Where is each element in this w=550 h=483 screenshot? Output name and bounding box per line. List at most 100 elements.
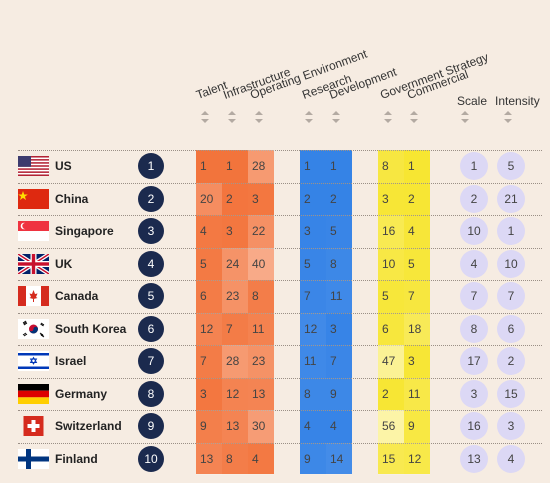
row-divider — [18, 312, 542, 314]
us-flag-icon — [18, 156, 49, 177]
talent-cell: 4 — [196, 215, 222, 248]
talent-cell: 3 — [196, 377, 222, 410]
rank-badge: 6 — [138, 315, 164, 342]
infrastructure-cell: 1 — [222, 150, 248, 183]
talent-cell: 20 — [196, 182, 222, 215]
infrastructure-cell: 2 — [222, 182, 248, 215]
intensity-pill: 2 — [497, 347, 525, 375]
sort-commercial-icon[interactable] — [410, 111, 418, 123]
intensity-pill: 15 — [497, 379, 525, 408]
government-strategy-cell: 15 — [378, 442, 404, 475]
header-intensity[interactable]: Intensity — [495, 94, 540, 108]
sort-scale-icon[interactable] — [461, 111, 469, 123]
infrastructure-cell: 13 — [222, 410, 248, 443]
rank-badge: 4 — [138, 250, 164, 277]
singapore-flag-icon — [18, 221, 49, 241]
country-name: Switzerland — [55, 419, 122, 433]
government-strategy-cell: 10 — [378, 247, 404, 280]
row-divider — [18, 345, 542, 346]
development-cell: 5 — [326, 215, 352, 248]
row-divider — [18, 150, 542, 151]
sort-research-icon[interactable] — [305, 111, 313, 123]
rank-badge: 10 — [138, 445, 164, 472]
talent-cell: 9 — [196, 410, 222, 443]
row-divider — [18, 247, 542, 249]
header-scale[interactable]: Scale — [457, 94, 488, 108]
operating-environment-cell: 8 — [248, 280, 274, 313]
scale-pill: 7 — [460, 282, 488, 310]
scale-pill: 13 — [460, 444, 488, 473]
intensity-pill: 4 — [497, 444, 525, 473]
research-cell: 7 — [300, 280, 326, 313]
development-cell: 11 — [326, 280, 352, 313]
country-name: UK — [55, 256, 73, 271]
talent-cell: 12 — [196, 312, 222, 345]
government-strategy-cell: 16 — [378, 215, 404, 248]
talent-cell: 6 — [196, 280, 222, 313]
development-cell: 2 — [326, 183, 352, 216]
sort-infrastructure-icon[interactable] — [228, 111, 236, 123]
rank-badge: 9 — [138, 413, 164, 439]
china-flag-icon — [18, 188, 49, 209]
sort-development-icon[interactable] — [332, 111, 340, 123]
intensity-pill: 7 — [497, 282, 525, 310]
operating-environment-cell: 30 — [248, 410, 274, 443]
scale-pill: 17 — [460, 347, 488, 375]
operating-environment-cell: 4 — [248, 442, 274, 475]
canada-flag-icon — [18, 286, 49, 306]
scale-pill: 4 — [460, 249, 488, 278]
sort-government-strategy-icon[interactable] — [384, 111, 392, 123]
operating-environment-cell: 11 — [248, 312, 274, 345]
intensity-pill: 3 — [497, 412, 525, 440]
row-divider — [18, 442, 542, 444]
commercial-cell: 5 — [404, 247, 430, 280]
scale-pill: 3 — [460, 379, 488, 408]
israel-flag-icon — [18, 351, 49, 371]
sort-talent-icon[interactable] — [201, 111, 209, 123]
country-name: Finland — [55, 451, 98, 466]
scale-pill: 1 — [460, 152, 488, 180]
row-divider — [18, 280, 542, 281]
infrastructure-cell: 12 — [222, 377, 248, 410]
government-strategy-cell: 2 — [378, 377, 404, 410]
commercial-cell: 18 — [404, 312, 430, 345]
research-column-bg — [300, 150, 352, 474]
sort-operating-environment-icon[interactable] — [255, 111, 263, 123]
development-cell: 14 — [326, 442, 352, 475]
research-cell: 3 — [300, 215, 326, 248]
talent-column-bg — [196, 150, 274, 474]
research-cell: 4 — [300, 410, 326, 443]
infrastructure-cell: 24 — [222, 247, 248, 280]
country-name: Singapore — [55, 224, 114, 238]
finland-flag-icon — [18, 448, 49, 469]
rank-badge: 3 — [138, 218, 164, 244]
uk-flag-icon — [16, 251, 51, 276]
rank-badge: 8 — [138, 380, 164, 407]
intensity-pill: 5 — [497, 152, 525, 180]
operating-environment-cell: 23 — [248, 345, 274, 378]
research-cell: 12 — [300, 312, 326, 345]
research-cell: 5 — [300, 247, 326, 280]
rank-badge: 1 — [138, 153, 164, 179]
row-divider — [18, 377, 542, 379]
country-name: Germany — [55, 386, 108, 401]
infrastructure-cell: 8 — [222, 442, 248, 475]
infrastructure-cell: 3 — [222, 215, 248, 248]
country-name: US — [55, 159, 72, 173]
commercial-cell: 12 — [404, 442, 430, 475]
row-divider — [18, 215, 542, 216]
research-cell: 8 — [300, 377, 326, 410]
country-name: Israel — [55, 354, 87, 368]
rank-badge: 2 — [138, 185, 164, 212]
government-strategy-cell: 56 — [378, 410, 404, 443]
development-cell: 1 — [326, 150, 352, 183]
commercial-cell: 3 — [404, 345, 430, 378]
sort-intensity-icon[interactable] — [504, 111, 512, 123]
infrastructure-cell: 28 — [222, 345, 248, 378]
talent-cell: 7 — [196, 345, 222, 378]
scale-pill: 2 — [460, 184, 488, 213]
development-cell: 7 — [326, 345, 352, 378]
government-strategy-cell: 8 — [378, 150, 404, 183]
country-name: South Korea — [55, 321, 127, 336]
south-korea-flag-icon — [18, 318, 49, 339]
